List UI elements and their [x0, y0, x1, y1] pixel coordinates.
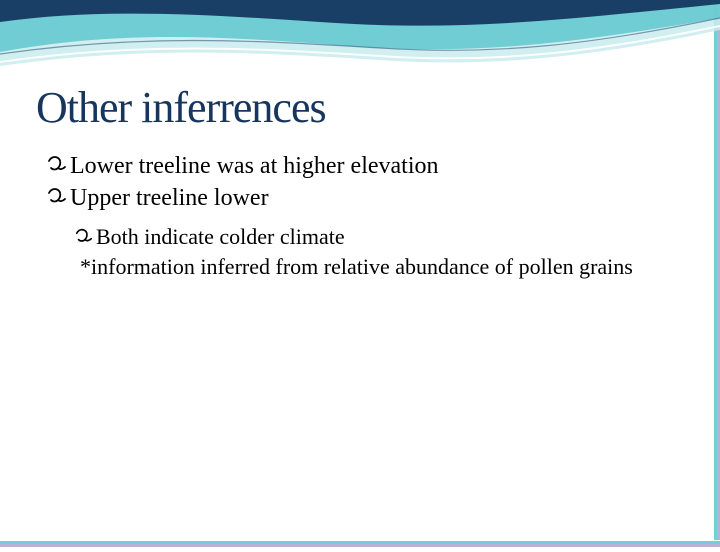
slide-content: Other inferrences Lower treeline was at …	[0, 0, 720, 280]
slide-title: Other inferrences	[36, 82, 684, 133]
bullet-glyph-icon	[74, 225, 94, 253]
bullet-level1: Lower treeline was at higher elevation	[46, 151, 684, 181]
bullet-text: Both indicate colder climate	[96, 223, 345, 251]
footnote-text: *information inferred from relative abun…	[80, 253, 684, 281]
bullet-list: Lower treeline was at higher elevation U…	[36, 151, 684, 280]
bullet-text: Lower treeline was at higher elevation	[70, 151, 439, 181]
bullet-level1: Upper treeline lower	[46, 183, 684, 213]
bullet-level2: Both indicate colder climate	[74, 223, 684, 251]
bullet-text: Upper treeline lower	[70, 183, 269, 213]
decorative-bottom-border	[0, 534, 720, 540]
bullet-glyph-icon	[46, 153, 68, 183]
bullet-glyph-icon	[46, 185, 68, 215]
